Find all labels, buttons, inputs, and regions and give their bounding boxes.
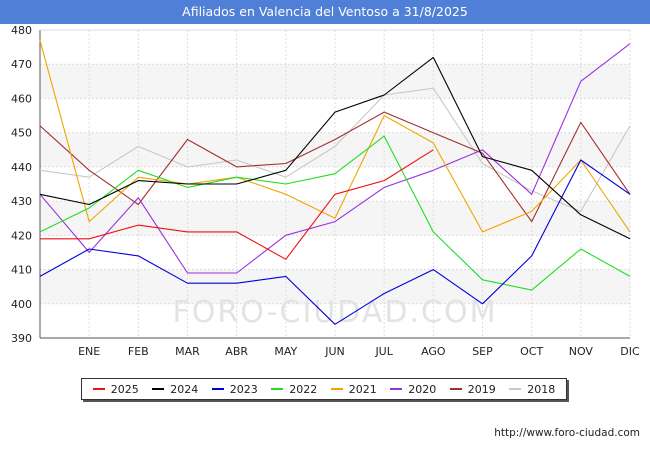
y-tick-label: 440 bbox=[11, 161, 32, 174]
legend-swatch bbox=[211, 388, 224, 390]
y-tick-label: 450 bbox=[11, 127, 32, 140]
series-line-2025 bbox=[40, 149, 434, 260]
x-tick-label: ABR bbox=[225, 345, 248, 358]
y-tick-label: 400 bbox=[11, 298, 32, 311]
grid-band bbox=[40, 132, 630, 167]
legend-label: 2024 bbox=[170, 382, 199, 396]
series-lines bbox=[39, 40, 631, 325]
legend-label: 2018 bbox=[527, 382, 556, 396]
grid-band bbox=[40, 64, 630, 99]
x-tick-label: FEB bbox=[128, 345, 149, 358]
y-tick-label: 390 bbox=[11, 332, 32, 345]
legend-label: 2025 bbox=[110, 382, 139, 396]
y-tick-label: 430 bbox=[11, 195, 32, 208]
series-line-2022 bbox=[39, 135, 631, 291]
x-tick-label: SEP bbox=[472, 345, 493, 358]
x-tick-label: MAY bbox=[274, 345, 297, 358]
legend-swatch bbox=[271, 388, 284, 390]
x-tick-label: ENE bbox=[78, 345, 100, 358]
series-line-2020 bbox=[39, 43, 631, 274]
legend-swatch bbox=[330, 388, 343, 390]
x-tick-labels: ENE FEB MAR ABR MAY JUN JUL AGO SEP OCT NOV DIC bbox=[78, 345, 640, 358]
legend-swatch bbox=[509, 388, 522, 390]
legend-item-2019: 2019 bbox=[449, 382, 496, 396]
legend-item-2022: 2022 bbox=[271, 383, 317, 396]
y-tick-label: 410 bbox=[11, 264, 32, 277]
legend-item-2024: 2024 bbox=[152, 383, 198, 396]
legend-item-2025: 2025 bbox=[92, 382, 139, 396]
chart-title: Afiliados en Valencia del Ventoso a 31/8… bbox=[0, 0, 650, 24]
y-tick-label: 420 bbox=[11, 229, 32, 242]
x-tick-label: OCT bbox=[520, 345, 543, 358]
series-line-2018 bbox=[39, 87, 631, 212]
legend-swatch bbox=[449, 388, 462, 390]
source-url: http://www.foro-ciudad.com bbox=[494, 427, 640, 439]
legend-item-2018: 2018 bbox=[509, 383, 555, 396]
legend-swatch bbox=[152, 388, 165, 390]
watermark: FORO-CIUDAD.COM bbox=[173, 295, 498, 330]
legend-label: 2021 bbox=[348, 382, 377, 396]
x-tick-label: DIC bbox=[620, 345, 640, 358]
legend: 2025 2024 2023 2022 2021 2020 2019 2018 bbox=[81, 378, 567, 400]
legend-label: 2019 bbox=[467, 382, 496, 396]
legend-item-2021: 2021 bbox=[330, 382, 377, 396]
x-tick-label: JUN bbox=[324, 345, 345, 358]
x-tick-label: AGO bbox=[421, 345, 446, 358]
legend-item-2020: 2020 bbox=[390, 383, 436, 396]
y-tick-label: 470 bbox=[11, 58, 32, 71]
series-line-2019 bbox=[39, 111, 631, 223]
y-tick-label: 480 bbox=[11, 24, 32, 37]
line-chart: FORO-CIUDAD.COM 390 400 410 420 430 440 450 460… bbox=[11, 24, 640, 358]
legend-label: 2022 bbox=[289, 382, 318, 396]
legend-label: 2023 bbox=[229, 382, 258, 396]
x-tick-label: MAR bbox=[175, 345, 200, 358]
axes bbox=[39, 29, 630, 339]
x-tick-label: JUL bbox=[374, 345, 393, 358]
legend-swatch bbox=[92, 388, 105, 390]
legend-item-2023: 2023 bbox=[211, 382, 258, 396]
series-line-2021 bbox=[39, 40, 631, 233]
series-line-2023 bbox=[39, 159, 631, 325]
x-tick-label: NOV bbox=[569, 345, 594, 358]
y-tick-labels: 390 400 410 420 430 440 450 460 470 480 bbox=[11, 24, 32, 345]
y-tick-label: 460 bbox=[11, 92, 32, 105]
legend-swatch bbox=[390, 388, 403, 390]
legend-label: 2020 bbox=[408, 382, 437, 396]
series-line-2024 bbox=[39, 56, 631, 240]
